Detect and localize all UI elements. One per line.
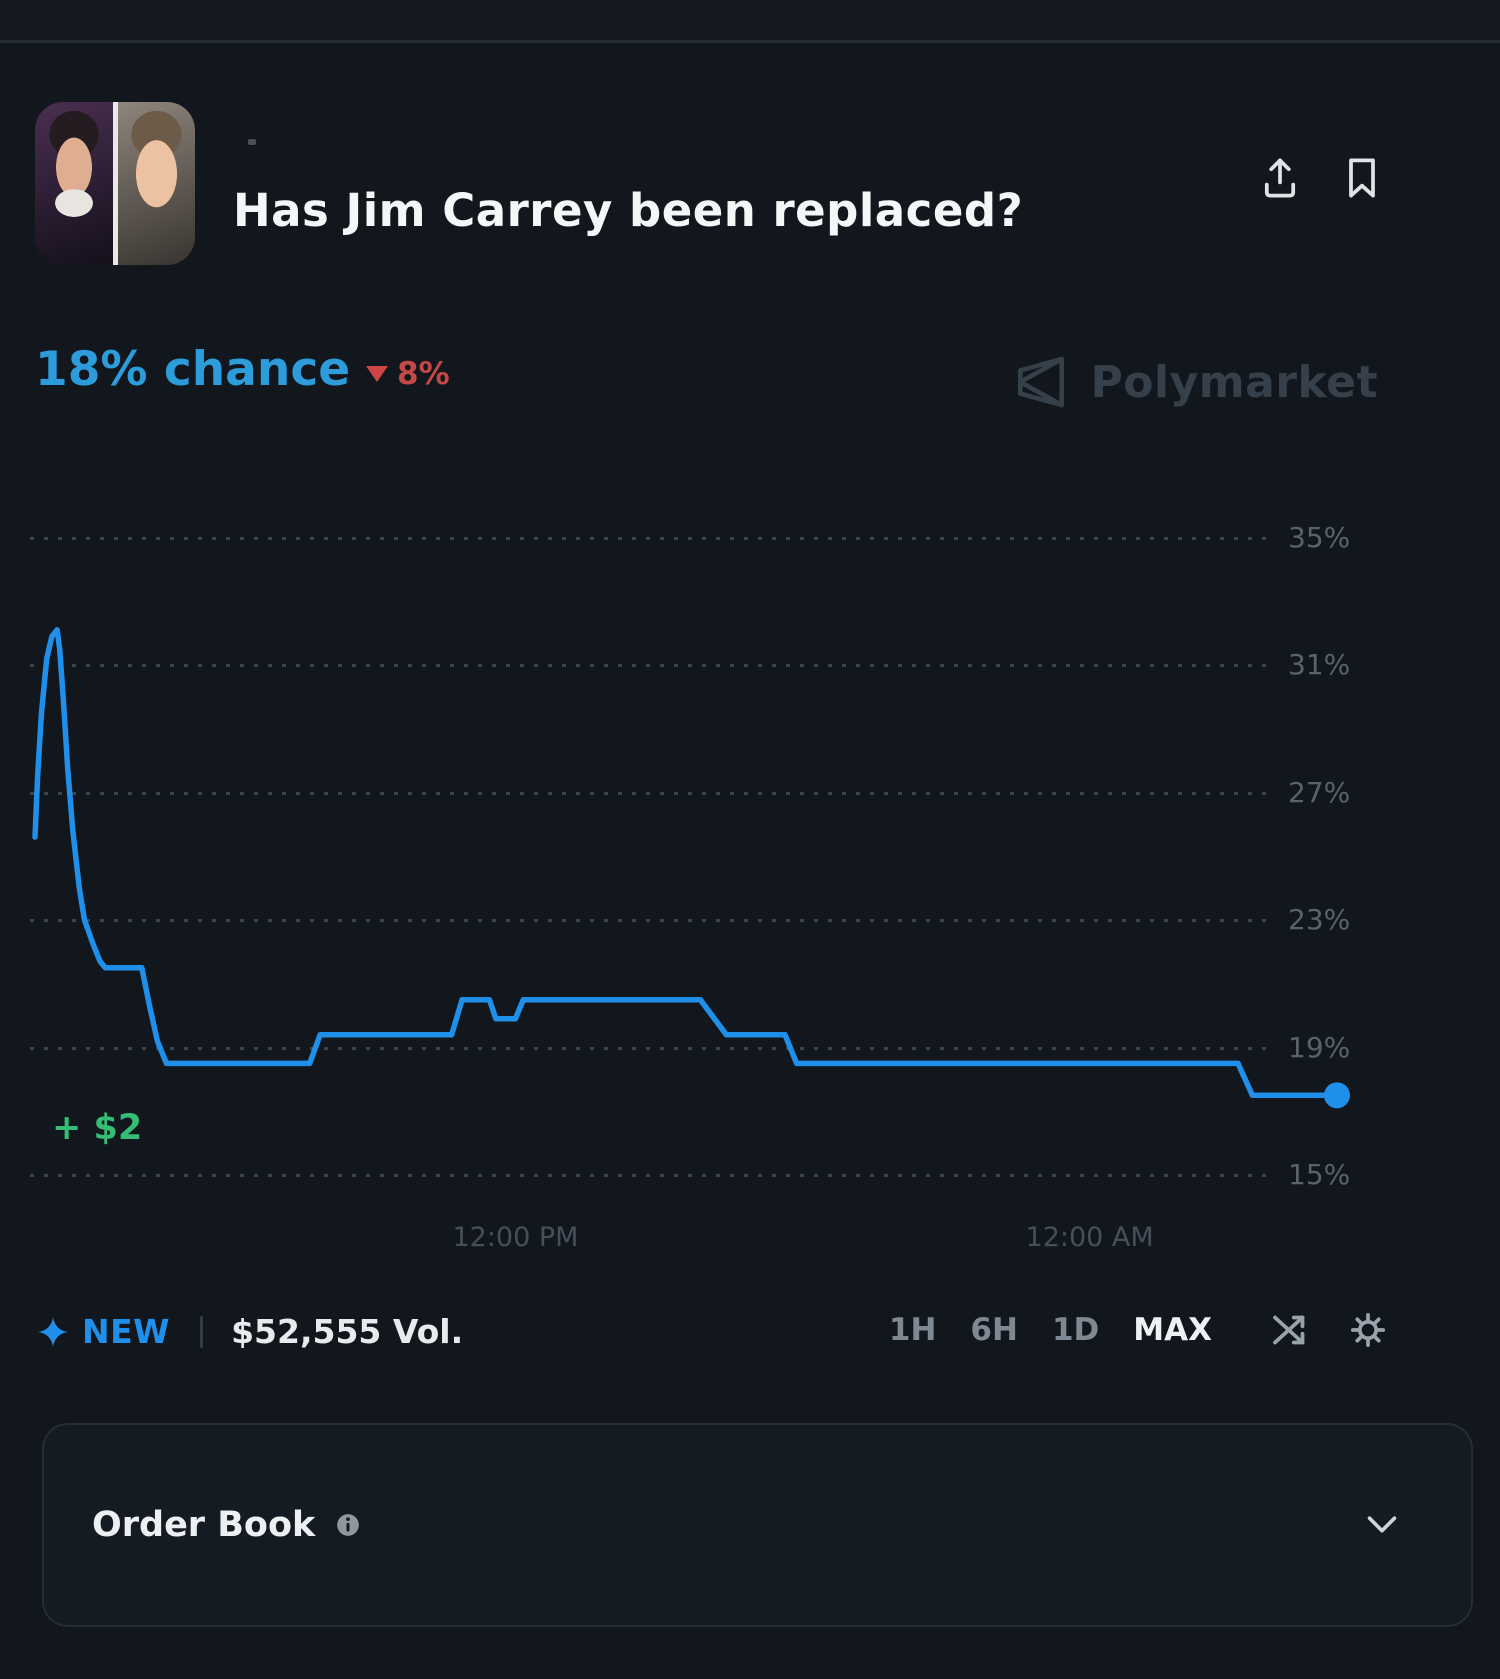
range-button-1d[interactable]: 1D	[1051, 1312, 1100, 1348]
pnl-value: + $2	[52, 1108, 143, 1148]
chance-value: 18% chance	[35, 342, 351, 397]
bookmark-icon	[1349, 158, 1375, 198]
crossing-arrows-icon	[1273, 1315, 1305, 1345]
page-title: Has Jim Carrey been replaced?	[233, 184, 1024, 237]
gridline-35	[30, 536, 1272, 540]
avatar-photo-right	[117, 102, 195, 265]
y-axis-label-35: 35%	[1288, 520, 1351, 554]
y-axis-label-23: 23%	[1288, 903, 1351, 936]
y-axis-label-27: 27%	[1288, 775, 1351, 809]
divider	[200, 1315, 204, 1348]
polymarket-logo-icon	[1017, 356, 1064, 408]
polymarket-watermark-text: Polymarket	[1090, 356, 1378, 408]
chart-settings-button[interactable]	[1346, 1308, 1390, 1352]
x-axis-label: 12:00 PM	[452, 1222, 579, 1253]
range-buttons: 1H 6H 1D MAX	[889, 1312, 1212, 1348]
compare-button[interactable]	[1268, 1308, 1312, 1352]
range-controls: 1H 6H 1D MAX	[889, 1308, 1390, 1352]
top-bar	[0, 0, 1500, 40]
order-book-card[interactable]: Order Book	[42, 1423, 1473, 1627]
new-volume-group: NEW $52,555 Vol.	[36, 1312, 463, 1351]
order-book-info[interactable]	[335, 1512, 361, 1538]
top-divider	[0, 40, 1500, 43]
down-triangle-icon	[366, 366, 388, 382]
change-indicator: 8%	[366, 356, 450, 392]
gear-icon	[1350, 1312, 1386, 1348]
bookmark-button[interactable]	[1342, 156, 1382, 200]
share-button[interactable]	[1260, 156, 1300, 200]
change-value: 8%	[397, 356, 450, 392]
chevron-down-icon[interactable]	[1365, 1513, 1399, 1537]
range-button-1h[interactable]: 1H	[888, 1312, 937, 1348]
y-axis-label-31: 31%	[1288, 648, 1351, 681]
header-actions	[1260, 156, 1382, 200]
gridline-19	[30, 1046, 1272, 1050]
gridline-23	[30, 919, 1272, 922]
x-axis-label: 12:00 AM	[1025, 1222, 1154, 1253]
avatar-photo-left	[35, 102, 113, 265]
market-avatar	[35, 102, 195, 265]
y-axis-label-15: 15%	[1288, 1158, 1351, 1191]
order-book-title: Order Book	[92, 1505, 316, 1545]
avatar-split-line	[112, 102, 118, 265]
polymarket-watermark: Polymarket	[1013, 352, 1378, 412]
y-axis-label-19: 19%	[1288, 1030, 1351, 1064]
gridline-15	[30, 1174, 1272, 1177]
share-icon	[1264, 158, 1296, 198]
new-badge[interactable]: NEW	[82, 1312, 171, 1351]
gridline-31	[30, 664, 1272, 667]
volume-label: $52,555 Vol.	[231, 1312, 464, 1351]
sparkle-icon	[38, 1316, 68, 1347]
range-button-max[interactable]: MAX	[1133, 1312, 1212, 1348]
tiny-dot	[248, 139, 256, 145]
gridline-27	[30, 791, 1272, 795]
range-button-6h[interactable]: 6H	[970, 1312, 1018, 1348]
price-endpoint-dot	[1324, 1082, 1350, 1109]
info-icon	[337, 1514, 360, 1536]
price-line	[32, 627, 1340, 1099]
